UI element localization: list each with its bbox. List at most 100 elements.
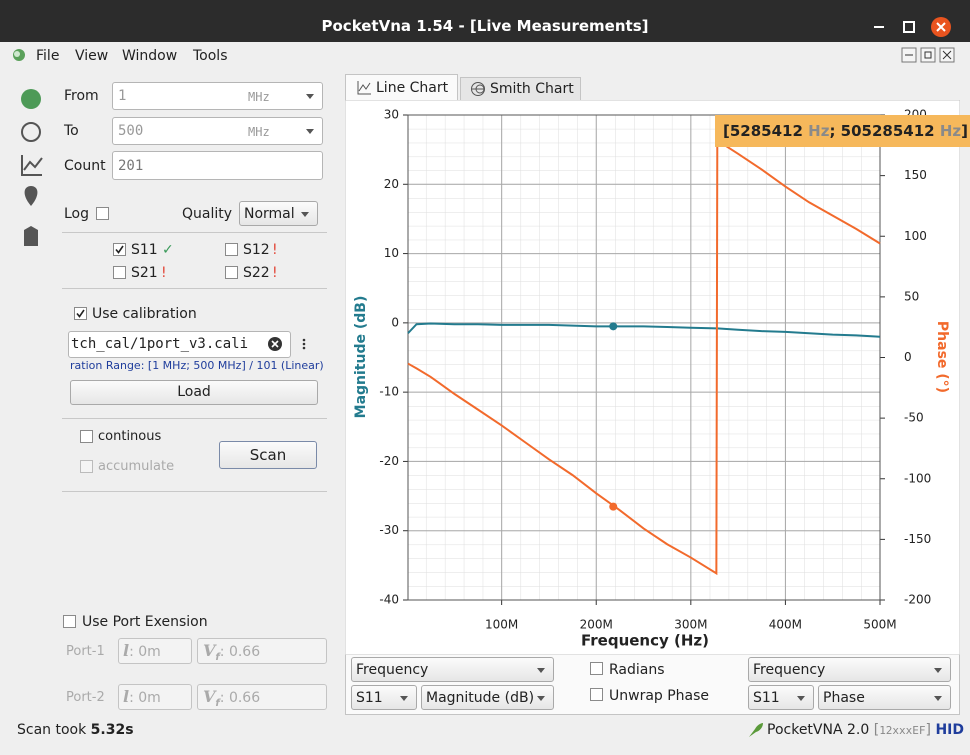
menu-item[interactable]: File [36,48,60,64]
load-button[interactable]: Load [70,380,318,405]
window-buttons [874,17,951,37]
s22-status: ! [272,265,278,281]
range-close: ] [961,122,968,140]
y2-axis-combo[interactable] [818,685,951,710]
y2-tick-label: 0 [904,350,912,364]
calibration-label: Use calibration [92,306,197,322]
x-tick-label: 500M [863,618,896,632]
s22-checkbox[interactable] [225,266,238,279]
combo-value: Frequency [753,662,826,678]
y-tick-label: 30 [384,108,399,122]
y2-axis-label: Phase (°) [934,321,950,393]
length-symbol: l [123,641,130,660]
y2-tick-label: -150 [904,532,931,546]
tab-label: Line Chart [376,80,449,96]
separator [62,288,327,289]
x-axis-label: Frequency (Hz) [581,632,709,650]
from-input[interactable] [112,82,323,110]
separator [62,232,327,233]
menu-item[interactable]: Window [122,48,178,64]
y-axis-combo[interactable] [421,685,554,710]
y-tick-label: -10 [379,385,399,399]
accumulate-checkbox[interactable] [80,460,93,473]
marker-point [609,502,618,511]
status-right: PocketVNA 2.0 [12xxxEF] HID [767,721,964,740]
vf-value: : 0.66 [219,690,261,706]
from-value: 1 [118,88,127,104]
x-tick-label: 100M [485,618,518,632]
x-tick-label: 300M [674,618,707,632]
port-extension-checkbox[interactable] [63,615,76,628]
scan-button[interactable]: Scan [219,441,317,469]
maximize-button[interactable] [903,21,915,33]
serial-open: [ [869,722,880,738]
x-axis-combo[interactable] [351,657,554,682]
tool-chart[interactable] [21,155,43,176]
unwrap-label: Unwrap Phase [609,688,710,704]
quality-combo[interactable] [239,201,318,226]
count-input[interactable] [112,151,323,180]
status-left: Scan took 5.32s [17,721,134,739]
vf-symbol: V [203,641,216,660]
param-combo[interactable] [748,685,814,710]
unwrap-checkbox[interactable] [590,688,603,701]
s21-checkbox[interactable] [113,266,126,279]
y-tick-label: 10 [384,246,399,260]
y2-tick-label: 150 [904,168,927,182]
s12-checkbox[interactable] [225,243,238,256]
check-mark [76,309,85,318]
tool-tools[interactable] [24,226,38,246]
to-label: To [64,123,79,139]
mdi-restore[interactable] [920,47,936,63]
options-button[interactable] [302,338,306,350]
y-tick-label: -20 [379,454,399,468]
continuous-checkbox[interactable] [80,430,93,443]
from-label: From [64,88,99,104]
quality-label: Quality [182,206,233,222]
length-input[interactable] [118,684,192,710]
series-line [407,138,881,576]
serial-close: ] [925,722,936,738]
log-checkbox[interactable] [96,207,109,220]
y2-tick-label: -50 [904,411,924,425]
device-icon [749,723,763,737]
menu-item[interactable]: View [75,48,109,64]
vf-input[interactable] [197,638,327,664]
device-name: PocketVNA 2.0 [767,722,870,738]
tab-active[interactable] [345,74,458,101]
to-input[interactable] [112,117,323,145]
count-value: 201 [118,158,144,174]
tool-location[interactable] [24,186,38,206]
vf-symbol: V [203,687,216,706]
range-annotation: [5285412 Hz; 505285412 Hz] [715,115,970,147]
y-tick-label: -30 [379,523,399,537]
range-sep: ; [829,122,841,140]
radians-checkbox[interactable] [590,662,603,675]
y2-tick-label: 100 [904,229,927,243]
y-axis-label: Magnitude (dB) [353,296,369,419]
calibration-file-input[interactable] [68,331,291,358]
radians-label: Radians [609,662,665,678]
combo-value: S11 [356,690,383,706]
menu-item[interactable]: Tools [193,48,228,64]
length-value: : 0m [129,690,161,706]
accumulate-label: accumulate [98,459,175,474]
scan-label: Scan took [17,722,91,738]
combo-value: Magnitude (dB) [426,690,535,706]
separator [62,491,327,492]
x-axis-combo[interactable] [748,657,951,682]
param-combo[interactable] [351,685,417,710]
length-input[interactable] [118,638,192,664]
range-unit: Hz [802,122,830,140]
tool-smith[interactable] [21,122,41,142]
range-open: [ [723,122,730,140]
y2-tick-label: -100 [904,471,931,485]
app-icon [13,49,25,61]
vf-input[interactable] [197,684,327,710]
tool-live[interactable] [21,89,41,109]
smith-chart-icon [471,82,485,96]
vf-subscript: f [215,651,220,663]
s12-status: ! [272,242,278,258]
count-label: Count [64,158,106,174]
